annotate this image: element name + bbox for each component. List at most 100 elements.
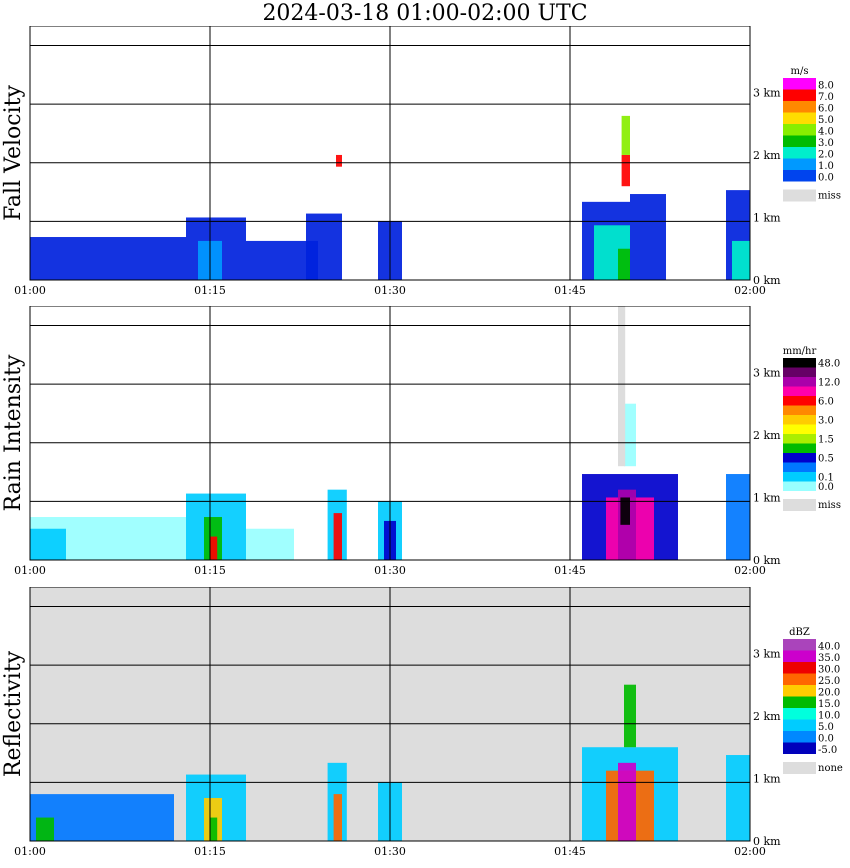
time-tick-label: 01:00: [14, 284, 46, 297]
height-tick-label: 1 km: [753, 211, 781, 224]
echo-cell: [246, 528, 294, 560]
echo-cell: [333, 794, 342, 841]
time-tick-label: 01:45: [554, 284, 586, 297]
legend-label: 7.0: [818, 92, 834, 103]
echo-cell: [30, 528, 66, 560]
legend-label: 0.5: [818, 454, 834, 465]
legend-swatch: [783, 78, 816, 90]
echo-cell: [621, 154, 630, 187]
legend-label: 35.0: [818, 653, 840, 664]
panel-fall-velocity: 01:00 01:15 01:30 01:45 02:000 km 1 km 2 km 3 k…: [1, 26, 841, 297]
time-tick-label: 01:30: [374, 845, 406, 858]
legend-swatch: [783, 101, 816, 113]
panel-reflectivity: 01:00 01:15 01:30 01:45 02:000 km 1 km 2 km 3 k…: [1, 587, 843, 858]
legend-swatch: [783, 685, 816, 697]
legend-label: -5.0: [818, 745, 837, 756]
legend-label: 5.0: [818, 115, 834, 126]
legend-swatch: [783, 434, 816, 444]
echo-cell: [210, 536, 218, 560]
legend-swatch: [783, 135, 816, 147]
legend-swatch: [783, 377, 816, 387]
height-tick-label: 0 km: [753, 554, 781, 567]
height-tick-label: 2 km: [753, 710, 781, 723]
legend-label: 8.0: [818, 81, 834, 92]
chart-title: 2024-03-18 01:00-02:00 UTC: [262, 1, 588, 26]
missing-data-band: [618, 306, 626, 467]
legend-swatch: [783, 708, 816, 720]
legend-unit: dBZ: [789, 627, 810, 638]
echo-cell: [624, 403, 636, 467]
plot-frame: [29, 306, 751, 561]
legend-swatch: [783, 367, 816, 377]
legend-swatch: [783, 673, 816, 685]
legend-swatch: [783, 424, 816, 434]
time-tick-label: 02:00: [734, 564, 766, 577]
legend-label: 0.0: [818, 734, 834, 745]
panel-label: Rain Intensity: [1, 354, 26, 511]
legend-swatch: [783, 147, 816, 159]
echo-cell: [336, 154, 342, 167]
legend-label: 5.0: [818, 722, 834, 733]
legend-label: 6.0: [818, 397, 834, 408]
legend-label: 10.0: [818, 711, 840, 722]
legend-label: 40.0: [818, 642, 840, 653]
legend-swatch: [783, 358, 816, 368]
time-tick-label: 01:30: [374, 564, 406, 577]
echo-cell: [210, 817, 218, 841]
legend-label: 15.0: [818, 699, 840, 710]
legend-swatch: [783, 731, 816, 743]
legend-label: 0.0: [818, 173, 834, 184]
legend-swatch: [783, 124, 816, 136]
height-tick-label: 0 km: [753, 274, 781, 287]
legend-label: 1.0: [818, 161, 834, 172]
legend-swatch: [783, 472, 816, 482]
legend-swatch: [783, 386, 816, 396]
echo-cell: [30, 237, 186, 280]
echo-cell: [618, 762, 636, 841]
echo-cell: [333, 513, 342, 560]
echo-cell: [726, 474, 750, 560]
legend-label: 48.0: [818, 359, 840, 370]
echo-cell: [620, 497, 630, 525]
panel-label: Reflectivity: [1, 650, 26, 777]
legend-label: 0.0: [818, 482, 834, 493]
panel-rain-intensity: 01:00 01:15 01:30 01:45 02:000 km 1 km 2 km 3 k…: [1, 306, 841, 577]
legend-swatch: [783, 650, 816, 662]
time-tick-label: 02:00: [734, 284, 766, 297]
legend-unit: m/s: [791, 66, 809, 77]
height-tick-label: 2 km: [753, 429, 781, 442]
echo-cell: [624, 684, 636, 748]
legend-swatch: [783, 742, 816, 754]
legend-label: 20.0: [818, 688, 840, 699]
echo-cell: [306, 213, 342, 280]
echo-cell: [732, 240, 750, 280]
echo-cell: [630, 194, 666, 280]
legend-miss-label: miss: [818, 191, 841, 202]
legend-unit: mm/hr: [783, 346, 817, 357]
legend-label: 6.0: [818, 104, 834, 115]
legend-label: 12.0: [818, 378, 840, 389]
echo-cell: [726, 755, 750, 841]
legend-swatch: [783, 396, 816, 406]
legend-label: 30.0: [818, 665, 840, 676]
legend-label: 1.5: [818, 435, 834, 446]
legend-swatch: [783, 662, 816, 674]
legend-swatch: [783, 89, 816, 101]
legend-miss-swatch: [783, 189, 816, 202]
height-tick-label: 2 km: [753, 149, 781, 162]
legend-swatch: [783, 443, 816, 453]
plot-frame: [29, 587, 751, 842]
legend-label: 25.0: [818, 676, 840, 687]
legend-label: 3.0: [818, 138, 834, 149]
time-tick-label: 01:30: [374, 284, 406, 297]
legend-label: 4.0: [818, 127, 834, 138]
echo-cell: [618, 248, 630, 280]
legend-swatch: [783, 170, 816, 182]
time-tick-label: 01:45: [554, 564, 586, 577]
height-tick-label: 3 km: [753, 647, 781, 660]
legend-miss-swatch: [783, 499, 816, 511]
legend-swatch: [783, 158, 816, 170]
legend-miss-label: miss: [818, 500, 841, 511]
height-tick-label: 3 km: [753, 86, 781, 99]
plot-area: 01:00 01:15 01:30 01:45 02:000 km 1 km 2 km 3 k…: [1, 26, 841, 297]
